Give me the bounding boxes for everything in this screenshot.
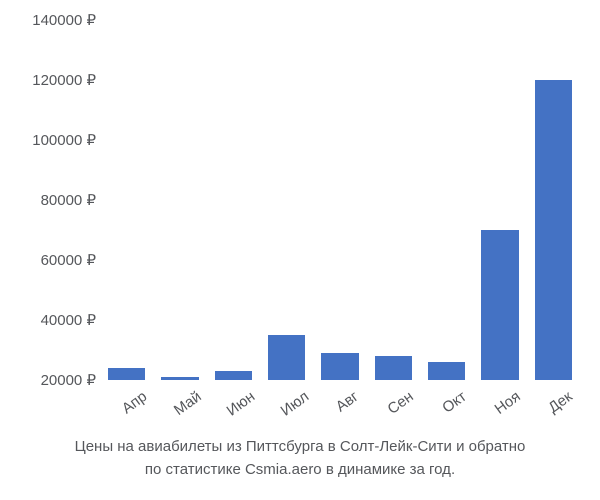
bar-slot — [367, 20, 420, 380]
x-axis: Апр Май Июн Июл Авг Сен Окт Ноя Дек — [100, 382, 580, 442]
x-tick-label-wrap: Июл — [260, 382, 313, 442]
y-axis: 20000 ₽40000 ₽60000 ₽80000 ₽100000 ₽1200… — [0, 20, 96, 380]
y-tick-label: 20000 ₽ — [0, 371, 96, 389]
bar-slot — [100, 20, 153, 380]
bar — [161, 377, 198, 380]
bar-slot — [153, 20, 206, 380]
x-tick-label-wrap: Июн — [207, 382, 260, 442]
y-tick-label: 100000 ₽ — [0, 131, 96, 149]
bar-slot — [420, 20, 473, 380]
x-tick-label: Май — [171, 388, 205, 419]
x-tick-label-wrap: Апр — [100, 382, 153, 442]
bar — [108, 368, 145, 380]
y-tick-label: 40000 ₽ — [0, 311, 96, 329]
bar — [481, 230, 518, 380]
y-tick-label: 60000 ₽ — [0, 251, 96, 269]
bar — [321, 353, 358, 380]
caption-line-2: по статистике Csmia.aero в динамике за г… — [10, 459, 590, 482]
x-tick-label-wrap: Окт — [420, 382, 473, 442]
x-tick-label: Сен — [385, 388, 417, 418]
bar-slot — [527, 20, 580, 380]
caption-line-1: Цены на авиабилеты из Питтсбурга в Солт-… — [10, 436, 590, 459]
bar — [428, 362, 465, 380]
y-tick-label: 80000 ₽ — [0, 191, 96, 209]
bar — [375, 356, 412, 380]
y-tick-label: 120000 ₽ — [0, 71, 96, 89]
bar-slot — [260, 20, 313, 380]
bar — [535, 80, 572, 380]
bar — [215, 371, 252, 380]
x-tick-label-wrap: Авг — [313, 382, 366, 442]
x-tick-label: Апр — [118, 388, 149, 417]
x-tick-label: Дек — [546, 388, 576, 416]
bars-container — [100, 20, 580, 380]
bar — [268, 335, 305, 380]
plot-area — [100, 20, 580, 380]
bar-slot — [473, 20, 526, 380]
x-tick-label: Окт — [439, 388, 469, 417]
x-tick-label: Июн — [224, 388, 259, 420]
x-tick-label-wrap: Ноя — [473, 382, 526, 442]
x-tick-label-wrap: Дек — [527, 382, 580, 442]
y-tick-label: 140000 ₽ — [0, 11, 96, 29]
x-tick-label: Ноя — [492, 388, 524, 418]
x-tick-label: Авг — [333, 388, 362, 416]
price-chart: 20000 ₽ 40000 ₽ 60000 ₽ 80000 ₽ 100000 ₽ 1200… — [0, 0, 600, 500]
x-tick-label-wrap: Май — [153, 382, 206, 442]
x-tick-label-wrap: Сен — [367, 382, 420, 442]
bar-slot — [313, 20, 366, 380]
chart-caption: Цены на авиабилеты из Питтсбурга в Солт-… — [0, 436, 600, 481]
bar-slot — [207, 20, 260, 380]
x-tick-label: Июл — [277, 388, 312, 420]
